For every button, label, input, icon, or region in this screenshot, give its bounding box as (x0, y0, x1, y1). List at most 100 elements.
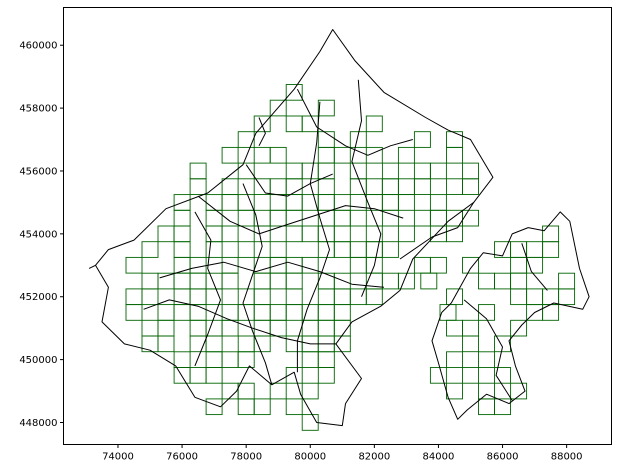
grid-cell (478, 351, 495, 368)
district-boundary (159, 261, 385, 288)
grid-cell (157, 304, 175, 321)
grid-cell (285, 256, 303, 274)
district-boundary (242, 183, 273, 385)
grid-cell (189, 162, 207, 180)
grid-cell (429, 162, 447, 180)
grid-cell (317, 304, 335, 321)
district-boundary (399, 202, 475, 260)
grid-cell (173, 194, 191, 211)
grid-cell (237, 241, 255, 258)
grid-cell (141, 319, 159, 337)
grid-cell (397, 146, 415, 164)
district-boundary (245, 164, 333, 197)
grid-cell (253, 256, 271, 274)
x-tick-label: 82000 (358, 452, 390, 463)
district-boundary (95, 29, 494, 427)
district-boundary (431, 211, 590, 420)
grid-cell (317, 367, 335, 384)
grid-cell (365, 115, 383, 133)
x-tick-label: 88000 (551, 452, 583, 463)
grid-cell (317, 131, 335, 148)
grid-cell (173, 241, 191, 258)
grid-cell (365, 241, 383, 258)
grid-cell (510, 382, 528, 400)
district-boundary (194, 211, 221, 367)
district-boundary (296, 101, 330, 373)
grid-cell (173, 272, 191, 290)
grid-cell (462, 256, 479, 274)
x-tick-label: 74000 (102, 452, 134, 463)
x-tick-label: 86000 (487, 452, 519, 463)
grid-cell (365, 272, 383, 290)
grid-cell (221, 256, 239, 274)
grid-cell (285, 398, 303, 416)
grid-cell (446, 351, 463, 368)
grid-cell (462, 178, 479, 195)
grid-cell (237, 131, 255, 148)
grid-cell (205, 398, 223, 416)
x-axis: 74000 76000 78000 80000 82000 84000 86000 88000 (102, 444, 583, 463)
map-plot-area (88, 29, 590, 431)
district-boundary (88, 264, 96, 269)
grid-cell (446, 131, 463, 148)
grid-cell (173, 351, 191, 368)
grid-cell (429, 367, 447, 384)
grid-cell (317, 99, 335, 117)
grid-cell (413, 131, 431, 148)
district-boundary (351, 79, 382, 297)
x-tick-label: 84000 (423, 452, 455, 463)
grid-cell (526, 241, 544, 258)
grid-cell (285, 288, 303, 306)
grid-cell (365, 146, 383, 164)
axes-frame (63, 7, 612, 445)
grid-cell (494, 335, 511, 353)
grid-cell (189, 304, 207, 321)
y-tick-label: 450000 (19, 355, 57, 366)
grid-cell (397, 225, 415, 243)
grid-cell (494, 398, 511, 416)
grid-cell (462, 367, 479, 384)
grid-cell (446, 288, 463, 306)
grid-cell (429, 256, 447, 274)
y-tick-label: 460000 (19, 41, 57, 52)
y-tick-label: 458000 (19, 104, 57, 115)
grid-cell (285, 209, 303, 227)
grid-cell (205, 272, 223, 290)
grid-cell (269, 99, 287, 117)
y-tick-label: 454000 (19, 229, 57, 240)
x-tick-label: 76000 (166, 452, 198, 463)
grid-cell (349, 209, 367, 227)
grid-cell (558, 272, 576, 290)
grid-cell (446, 319, 463, 337)
district-boundary (521, 243, 548, 291)
grid-cell (237, 288, 255, 306)
grid-cell (397, 272, 415, 290)
grid-cell (429, 225, 447, 243)
district-boundary (463, 299, 513, 401)
grid-cell (125, 288, 143, 306)
grid-cell (253, 304, 271, 321)
grid-cell (317, 178, 335, 195)
grid-cell (205, 367, 223, 384)
grid-cell (237, 382, 255, 400)
grid-cell (285, 84, 303, 101)
grid-cell (125, 256, 143, 274)
district-boundary (143, 299, 336, 345)
grid-cell (333, 194, 351, 211)
grid-cell (141, 272, 159, 290)
x-tick-label: 78000 (230, 452, 262, 463)
grid-cell (301, 382, 319, 400)
grid-cell (253, 209, 271, 227)
grid-cell (141, 241, 159, 258)
grid-cell (253, 115, 271, 133)
district-boundary (296, 88, 413, 156)
grid-cell (542, 225, 560, 243)
y-axis: 448000 450000 452000 454000 456000 458000 4600… (19, 41, 64, 429)
grid-cell (349, 131, 367, 148)
district-boundary (197, 195, 404, 235)
grid-cell (269, 382, 287, 400)
grid-cell (221, 351, 239, 368)
grid-cell (221, 194, 239, 211)
